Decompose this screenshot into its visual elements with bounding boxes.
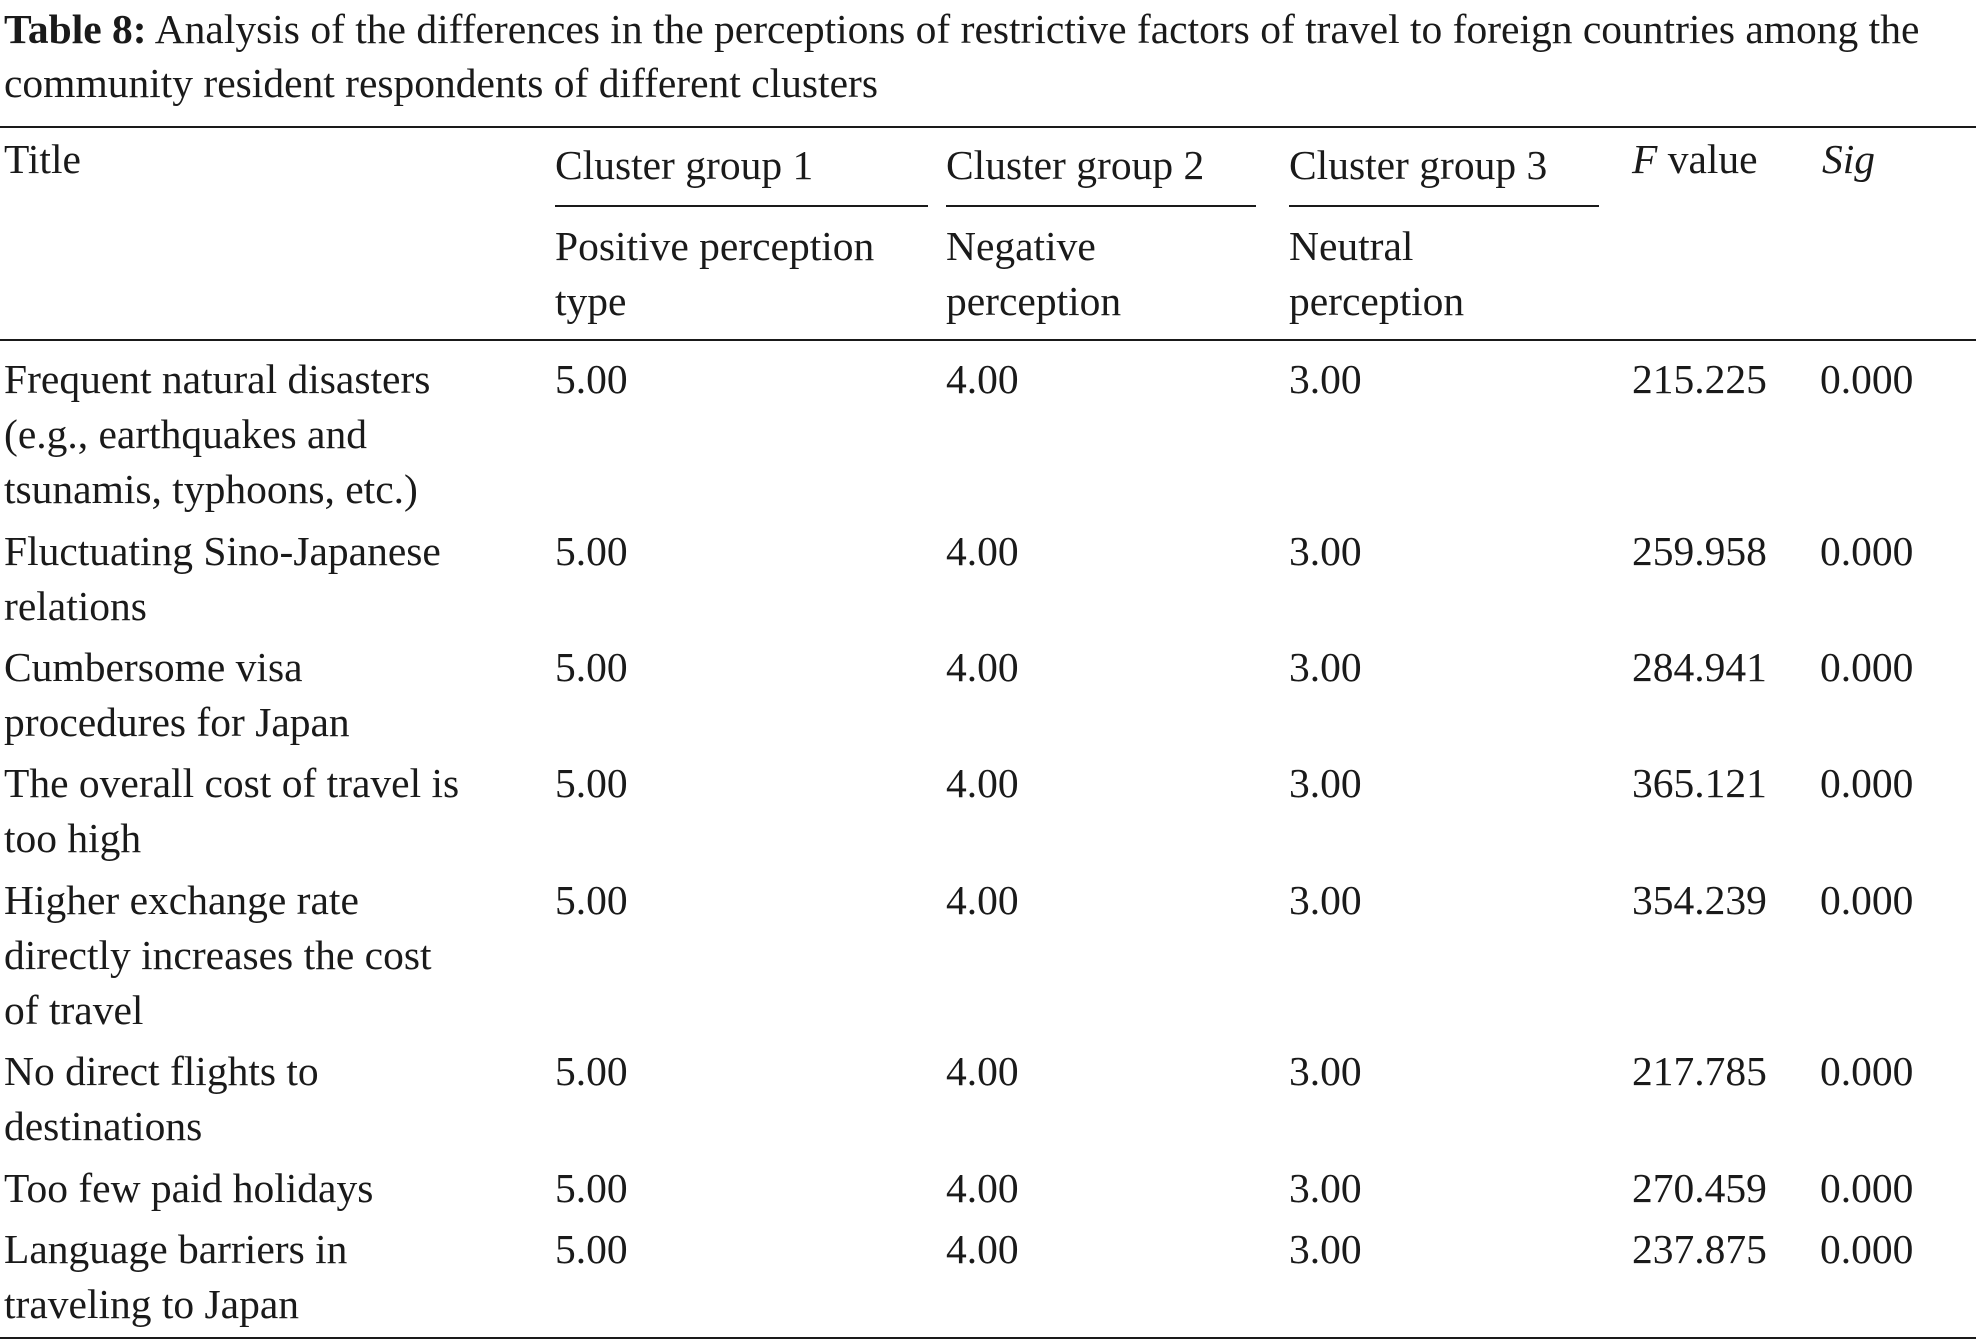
row-2-cluster-2: 4.00 (946, 528, 1019, 574)
row-3-title-line-2: procedures for Japan (4, 699, 350, 745)
row-6-title: No direct flights to destinations (4, 1044, 319, 1154)
row-1-cluster-2: 4.00 (946, 356, 1019, 402)
row-1-title-line-1: Frequent natural disasters (4, 356, 431, 402)
header-cluster-type-3-line-1: Neutral (1289, 223, 1414, 269)
row-2-title-line-2: relations (4, 583, 147, 629)
row-4-title-line-2: too high (4, 815, 142, 861)
row-7-sig: 0.000 (1820, 1165, 1914, 1211)
row-1-title-line-2: (e.g., earthquakes and (4, 411, 367, 457)
row-8-title: Language barriers in traveling to Japan (4, 1222, 347, 1332)
row-1-title-line-3: tsunamis, typhoons, etc.) (4, 466, 418, 512)
row-3-sig: 0.000 (1820, 644, 1914, 690)
header-cluster-type-2: Negative perception (946, 219, 1121, 329)
row-1-title: Frequent natural disasters (e.g., earthq… (4, 352, 430, 517)
row-5-title-line-2: directly increases the cost (4, 932, 432, 978)
row-7-title-line-1: Too few paid holidays (4, 1165, 374, 1211)
row-7-cluster-2: 4.00 (946, 1165, 1019, 1211)
row-2-title-line-1: Fluctuating Sino-Japanese (4, 528, 441, 574)
table-caption-text: Analysis of the differences in the perce… (4, 6, 1920, 106)
row-4-title: The overall cost of travel is too high (4, 756, 459, 866)
row-1-cluster-1: 5.00 (555, 356, 628, 402)
row-5-cluster-2: 4.00 (946, 877, 1019, 923)
row-1-sig: 0.000 (1820, 356, 1914, 402)
row-7-title: Too few paid holidays (4, 1161, 373, 1216)
row-1-f-value: 215.225 (1632, 356, 1767, 402)
row-6-cluster-2: 4.00 (946, 1048, 1019, 1094)
row-3-cluster-3: 3.00 (1289, 644, 1362, 690)
table-header-rule (0, 339, 1976, 341)
row-3-cluster-1: 5.00 (555, 644, 628, 690)
header-f-label: value (1657, 136, 1758, 182)
row-7-cluster-3: 3.00 (1289, 1165, 1362, 1211)
header-cluster-type-1-line-1: Positive perception (555, 223, 875, 269)
row-5-title-line-1: Higher exchange rate (4, 877, 359, 923)
table-caption-label: Table 8: (4, 6, 147, 52)
row-5-cluster-3: 3.00 (1289, 877, 1362, 923)
row-6-cluster-3: 3.00 (1289, 1048, 1362, 1094)
row-3-title-line-1: Cumbersome visa (4, 644, 303, 690)
table-top-rule (0, 126, 1976, 128)
header-subrule-cluster-2 (946, 205, 1256, 207)
row-1-cluster-3: 3.00 (1289, 356, 1362, 402)
header-title: Title (4, 136, 81, 182)
row-6-title-line-2: destinations (4, 1103, 203, 1149)
row-4-cluster-2: 4.00 (946, 760, 1019, 806)
row-3-title: Cumbersome visa procedures for Japan (4, 640, 350, 750)
row-6-sig: 0.000 (1820, 1048, 1914, 1094)
header-cluster-type-2-line-2: perception (946, 278, 1122, 324)
row-5-title-line-3: of travel (4, 987, 144, 1033)
row-8-sig: 0.000 (1820, 1226, 1914, 1272)
row-8-cluster-3: 3.00 (1289, 1226, 1362, 1272)
table-caption: Table 8: Analysis of the differences in … (4, 2, 1970, 110)
row-2-cluster-1: 5.00 (555, 528, 628, 574)
header-subrule-cluster-3 (1289, 205, 1599, 207)
header-f-value: F value (1632, 132, 1758, 187)
header-cluster-type-3-line-2: perception (1289, 278, 1465, 324)
table-bottom-rule (0, 1337, 1976, 1339)
row-5-title: Higher exchange rate directly increases … (4, 873, 432, 1038)
row-6-f-value: 217.785 (1632, 1048, 1767, 1094)
row-5-cluster-1: 5.00 (555, 877, 628, 923)
header-cluster-type-1-line-2: type (555, 278, 627, 324)
row-2-title: Fluctuating Sino-Japanese relations (4, 524, 441, 634)
header-subrule-cluster-1 (555, 205, 928, 207)
header-cluster-type-2-line-1: Negative (946, 223, 1096, 269)
row-2-cluster-3: 3.00 (1289, 528, 1362, 574)
row-6-cluster-1: 5.00 (555, 1048, 628, 1094)
row-8-f-value: 237.875 (1632, 1226, 1767, 1272)
row-2-f-value: 259.958 (1632, 528, 1767, 574)
row-7-cluster-1: 5.00 (555, 1165, 628, 1211)
row-4-sig: 0.000 (1820, 760, 1914, 806)
header-cluster-type-1: Positive perception type (555, 219, 874, 329)
row-8-title-line-2: traveling to Japan (4, 1281, 300, 1327)
header-sig: Sig (1822, 136, 1876, 182)
header-cluster-group-1: Cluster group 1 (555, 142, 814, 188)
header-cluster-group-3: Cluster group 3 (1289, 142, 1548, 188)
header-cluster-type-3: Neutral perception (1289, 219, 1464, 329)
row-4-cluster-3: 3.00 (1289, 760, 1362, 806)
row-8-cluster-1: 5.00 (555, 1226, 628, 1272)
row-3-cluster-2: 4.00 (946, 644, 1019, 690)
row-8-cluster-2: 4.00 (946, 1226, 1019, 1272)
row-3-f-value: 284.941 (1632, 644, 1767, 690)
header-f-symbol: F (1632, 136, 1658, 182)
row-5-f-value: 354.239 (1632, 877, 1767, 923)
row-4-title-line-1: The overall cost of travel is (4, 760, 460, 806)
row-4-cluster-1: 5.00 (555, 760, 628, 806)
row-2-sig: 0.000 (1820, 528, 1914, 574)
row-4-f-value: 365.121 (1632, 760, 1767, 806)
row-7-f-value: 270.459 (1632, 1165, 1767, 1211)
row-5-sig: 0.000 (1820, 877, 1914, 923)
row-6-title-line-1: No direct flights to (4, 1048, 319, 1094)
row-8-title-line-1: Language barriers in (4, 1226, 348, 1272)
header-cluster-group-2: Cluster group 2 (946, 142, 1205, 188)
